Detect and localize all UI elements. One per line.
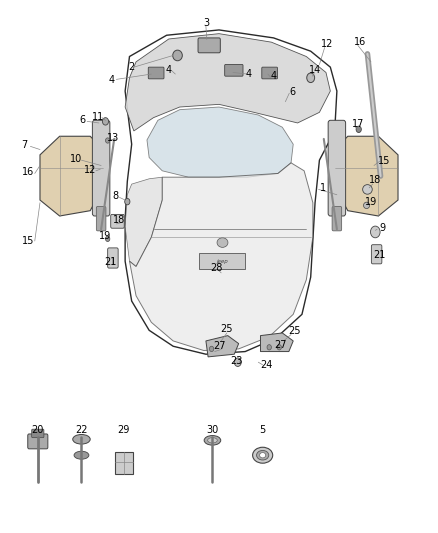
Text: 6: 6 [80, 115, 86, 125]
Ellipse shape [253, 447, 273, 463]
FancyBboxPatch shape [96, 206, 106, 231]
Ellipse shape [356, 126, 361, 133]
Ellipse shape [173, 50, 182, 61]
FancyBboxPatch shape [111, 214, 124, 228]
Text: 21: 21 [374, 250, 386, 260]
Polygon shape [147, 107, 293, 177]
Text: 8: 8 [112, 191, 118, 201]
FancyBboxPatch shape [108, 248, 118, 268]
Text: 9: 9 [380, 223, 386, 233]
Ellipse shape [73, 434, 90, 444]
Text: 27: 27 [275, 340, 287, 350]
Ellipse shape [204, 435, 221, 445]
Ellipse shape [106, 138, 110, 143]
Text: 17: 17 [352, 119, 364, 129]
Text: 4: 4 [109, 76, 115, 85]
Polygon shape [261, 333, 293, 352]
Ellipse shape [257, 450, 269, 460]
Text: 19: 19 [365, 197, 377, 207]
Text: 16: 16 [21, 167, 34, 177]
Text: 12: 12 [84, 165, 96, 175]
Polygon shape [125, 177, 162, 266]
Text: 16: 16 [353, 37, 366, 47]
Text: 23: 23 [230, 356, 243, 366]
Ellipse shape [371, 226, 380, 238]
Text: 19: 19 [99, 231, 111, 241]
Text: 2: 2 [128, 62, 135, 72]
Text: 27: 27 [214, 341, 226, 351]
Text: 10: 10 [70, 154, 82, 164]
FancyBboxPatch shape [332, 206, 342, 231]
Text: 21: 21 [105, 257, 117, 267]
Text: 4: 4 [246, 69, 252, 79]
Polygon shape [125, 34, 330, 131]
Text: 5: 5 [260, 425, 266, 435]
Text: 4: 4 [271, 71, 277, 81]
FancyBboxPatch shape [198, 38, 220, 53]
Text: 18: 18 [369, 175, 381, 185]
Text: 6: 6 [289, 87, 295, 97]
Text: 24: 24 [260, 360, 272, 370]
Ellipse shape [260, 453, 266, 458]
Text: 14: 14 [309, 65, 321, 75]
Text: 18: 18 [113, 215, 126, 225]
Text: 29: 29 [118, 425, 130, 435]
Text: 13: 13 [107, 133, 120, 143]
Ellipse shape [364, 202, 370, 208]
FancyBboxPatch shape [148, 67, 164, 79]
Ellipse shape [125, 198, 130, 205]
Ellipse shape [208, 438, 217, 443]
Text: 20: 20 [32, 425, 44, 435]
FancyBboxPatch shape [328, 120, 346, 216]
Text: 22: 22 [75, 425, 88, 435]
Ellipse shape [209, 346, 214, 352]
Text: 15: 15 [378, 156, 390, 166]
Polygon shape [335, 136, 398, 216]
Ellipse shape [234, 358, 241, 367]
Ellipse shape [74, 451, 89, 459]
Polygon shape [206, 336, 239, 357]
Ellipse shape [277, 345, 282, 350]
Text: 1: 1 [320, 183, 326, 193]
FancyBboxPatch shape [371, 245, 382, 264]
Ellipse shape [102, 118, 109, 125]
FancyBboxPatch shape [225, 64, 243, 76]
FancyBboxPatch shape [262, 67, 278, 79]
Text: 12: 12 [321, 39, 333, 49]
FancyBboxPatch shape [32, 429, 44, 438]
Text: 4: 4 [166, 65, 172, 75]
Polygon shape [199, 253, 245, 269]
Polygon shape [130, 163, 313, 351]
FancyBboxPatch shape [28, 434, 48, 449]
FancyBboxPatch shape [115, 451, 133, 474]
Ellipse shape [267, 345, 272, 350]
Ellipse shape [106, 236, 110, 241]
Text: 15: 15 [21, 236, 34, 246]
Polygon shape [40, 136, 103, 216]
Ellipse shape [307, 73, 314, 83]
Text: 28: 28 [211, 263, 223, 272]
Text: 7: 7 [21, 140, 28, 150]
Text: 25: 25 [221, 324, 233, 334]
Text: 3: 3 [203, 18, 209, 28]
Ellipse shape [363, 184, 372, 194]
Text: 30: 30 [206, 425, 219, 435]
Text: jeep: jeep [217, 259, 228, 264]
Ellipse shape [217, 238, 228, 247]
FancyBboxPatch shape [92, 120, 110, 216]
Text: 11: 11 [92, 111, 104, 122]
Text: 25: 25 [288, 326, 300, 336]
